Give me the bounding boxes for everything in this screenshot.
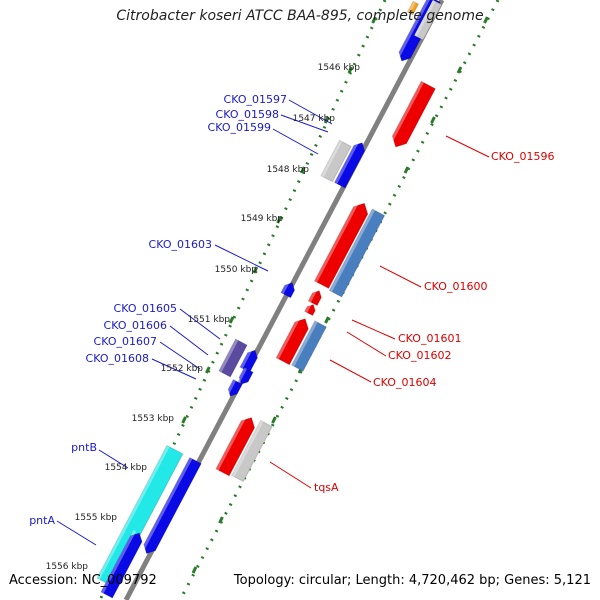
gene-top-gray[interactable] <box>413 0 443 41</box>
gene-cko-01602[interactable] <box>304 302 318 317</box>
gene-cko-01608[interactable] <box>225 378 243 399</box>
tick-label: 1549 kbp <box>241 214 284 224</box>
gene-label-cko-01608[interactable]: CKO_01608 <box>86 352 149 365</box>
major-tick <box>347 66 354 74</box>
major-tick <box>456 66 463 74</box>
gene-cko-01600-b[interactable] <box>328 208 386 298</box>
gene-cko-01601[interactable] <box>307 288 323 307</box>
leader-line <box>272 128 319 155</box>
major-tick <box>205 366 211 374</box>
gene-label-pntb[interactable]: pntB <box>71 441 97 454</box>
gene-label-cko-01601[interactable]: CKO_01601 <box>398 332 461 345</box>
gene-label-cko-01596[interactable]: CKO_01596 <box>491 150 554 163</box>
major-tick <box>403 166 410 174</box>
gene-label-cko-01606[interactable]: CKO_01606 <box>104 319 167 332</box>
gene-cko-01604[interactable] <box>275 315 312 366</box>
gene-cko-01596[interactable] <box>388 80 437 150</box>
major-tick <box>271 416 277 424</box>
leader-line <box>445 135 490 158</box>
tick-label: 1553 kbp <box>132 414 175 424</box>
major-tick <box>191 566 198 574</box>
gene-cko-01599[interactable] <box>320 139 352 183</box>
gene-label-cko-01600[interactable]: CKO_01600 <box>424 280 487 293</box>
leader-line <box>151 358 197 380</box>
leader-line <box>379 265 422 288</box>
leader-line <box>288 99 333 125</box>
gene-label-cko-01597[interactable]: CKO_01597 <box>224 93 287 106</box>
leader-line <box>346 331 387 357</box>
inner-guide-line <box>178 0 500 600</box>
gene-tqsa-b[interactable] <box>231 419 273 483</box>
gene-label-cko-01598[interactable]: CKO_01598 <box>216 108 279 121</box>
leader-line <box>214 244 269 272</box>
gene-label-cko-01605[interactable]: CKO_01605 <box>114 302 177 315</box>
tick-label: 1546 kbp <box>318 63 361 73</box>
gene-cko-01597[interactable] <box>333 139 368 189</box>
gene-tqsa[interactable] <box>215 414 258 477</box>
tick-label: 1550 kbp <box>215 265 258 275</box>
gene-cko-01603[interactable] <box>280 280 297 299</box>
gene-label-cko-01604[interactable]: CKO_01604 <box>373 376 436 389</box>
major-tick <box>218 516 224 524</box>
major-tick <box>252 266 259 274</box>
tick-label: 1552 kbp <box>161 364 204 374</box>
gene-cko-01605[interactable] <box>218 338 248 378</box>
leader-line <box>179 308 221 340</box>
label-leaders <box>56 99 490 546</box>
leader-line <box>269 461 312 489</box>
accession-label: Accession: NC_009792 <box>9 573 157 588</box>
tick-label: 1548 kbp <box>267 165 310 175</box>
leader-line <box>280 114 329 133</box>
gene-label-cko-01607[interactable]: CKO_01607 <box>94 335 157 348</box>
major-tick <box>323 116 330 124</box>
genome-summary-label: Topology: circular; Length: 4,720,462 bp… <box>233 573 591 588</box>
major-tick <box>324 316 330 324</box>
outer-guide-line <box>98 0 387 600</box>
gene-label-cko-01603[interactable]: CKO_01603 <box>149 238 212 251</box>
major-tick <box>430 116 436 124</box>
gene-cko-01600[interactable] <box>313 199 371 290</box>
major-tick <box>300 166 306 174</box>
gene-label-pnta[interactable]: pntA <box>29 514 55 527</box>
gene-cko-01604-b[interactable] <box>290 320 328 372</box>
gene-top-orange[interactable] <box>406 0 420 16</box>
tick-marks <box>110 16 489 574</box>
leader-line <box>159 341 201 370</box>
tick-label: 1556 kbp <box>46 562 89 572</box>
tick-label: 1547 kbp <box>293 114 336 124</box>
gene-label-tqsa[interactable]: tqsA <box>314 481 339 494</box>
gene-features <box>96 0 443 599</box>
major-tick <box>276 216 282 224</box>
gene-label-cko-01602[interactable]: CKO_01602 <box>388 349 451 362</box>
major-tick <box>483 16 489 24</box>
leader-line <box>98 449 129 469</box>
leader-line <box>329 359 372 383</box>
gene-cko-01607[interactable] <box>236 366 254 387</box>
major-tick <box>181 416 187 424</box>
major-tick <box>371 16 377 24</box>
map-title: Citrobacter koseri ATCC BAA-895, complet… <box>116 8 484 24</box>
gene-label-cko-01599[interactable]: CKO_01599 <box>208 121 271 134</box>
gene-pntb-b[interactable] <box>140 456 202 557</box>
gene-pnta[interactable] <box>100 530 145 599</box>
leader-line <box>56 520 97 546</box>
tick-label: 1551 kbp <box>188 315 231 325</box>
leader-line <box>169 325 209 356</box>
tick-label: 1554 kbp <box>105 463 148 473</box>
leader-line <box>351 319 396 340</box>
tick-labels: 1546 kbp 1547 kbp 1548 kbp 1549 kbp 1550… <box>46 63 361 572</box>
tick-label: 1555 kbp <box>75 513 118 523</box>
major-tick <box>228 316 235 324</box>
